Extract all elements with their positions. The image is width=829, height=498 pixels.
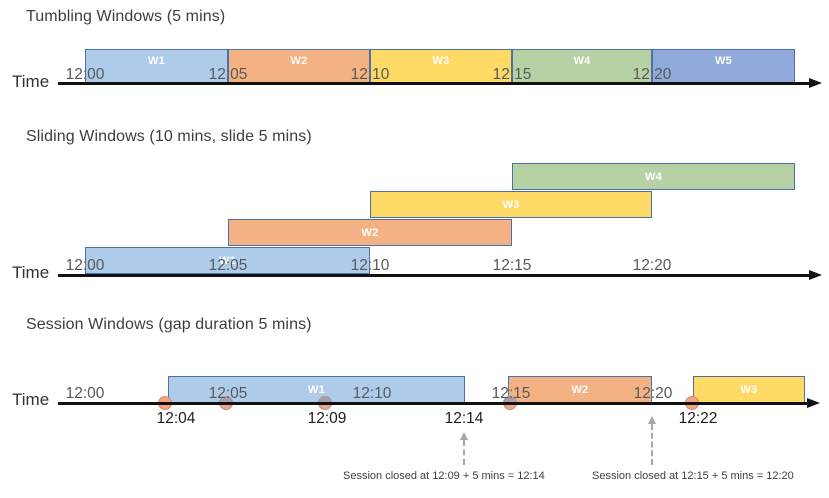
event-time-label-1204: 12:04 (156, 410, 196, 427)
sliding-window-w1: W1 (85, 247, 370, 274)
session-timeline (58, 402, 808, 405)
tumbling-tick-1215: 12:15 (492, 66, 532, 83)
arrow-head-icon (460, 432, 468, 440)
sliding-timeline-arrow-icon (809, 270, 822, 280)
event-time-label-1214: 12:14 (444, 410, 484, 427)
tumbling-window-w1: W1 (85, 49, 228, 83)
session-tick-1215: 12:15 (491, 385, 531, 402)
session-tick-1205: 12:05 (208, 385, 248, 402)
window-label: W3 (502, 198, 520, 211)
window-label: W1 (218, 254, 237, 267)
session-window-w3: W3 (693, 376, 805, 403)
sliding-tick-1210: 12:10 (350, 257, 390, 274)
window-label: W1 (307, 383, 326, 396)
tumbling-window-w3: W3 (370, 49, 512, 83)
window-label: W2 (290, 55, 308, 67)
session-closed-annotation-right: Session closed at 12:15 + 5 mins = 12:20 (592, 470, 794, 482)
tumbling-section-title: Tumbling Windows (5 mins) (26, 8, 226, 25)
tumbling-tick-1210: 12:10 (350, 66, 390, 83)
window-label: W5 (714, 55, 733, 67)
sliding-window-w2: W2 (228, 219, 512, 246)
tumbling-tick-1205: 12:05 (208, 66, 248, 83)
sliding-timeline (58, 274, 810, 277)
window-label: W4 (573, 55, 591, 67)
session-window-w2: W2 (508, 376, 652, 403)
tumbling-timeline (58, 82, 810, 85)
session-window-w1: W1 (168, 376, 465, 403)
session-time-axis-label: Time (12, 390, 50, 409)
tumbling-tick-1220: 12:20 (632, 66, 672, 83)
sliding-section-title: Sliding Windows (10 mins, slide 5 mins) (26, 128, 312, 145)
tumbling-timeline-arrow-icon (809, 78, 822, 88)
tumbling-window-w5: W5 (652, 49, 795, 83)
tumbling-time-axis-label: Time (12, 72, 50, 91)
window-label: W1 (147, 55, 166, 67)
window-label: W2 (361, 226, 379, 239)
sliding-tick-1215: 12:15 (492, 257, 532, 274)
sliding-tick-1220: 12:20 (632, 257, 672, 274)
window-label: W3 (432, 55, 450, 67)
sliding-window-w4: W4 (512, 163, 795, 190)
window-label: W2 (571, 383, 589, 396)
event-time-label-1209: 12:09 (307, 410, 347, 427)
event-time-label-1222: 12:22 (678, 410, 718, 427)
arrow-head-icon (648, 416, 656, 424)
sliding-window-w3: W3 (370, 191, 652, 218)
sliding-time-axis-label: Time (12, 263, 50, 282)
session-timeline-arrow-icon (807, 398, 820, 408)
window-label: W3 (740, 383, 758, 396)
session-closed-arrow-icon-left (460, 432, 468, 465)
session-tick-1210: 12:10 (352, 385, 392, 402)
session-tick-1200: 12:00 (65, 385, 105, 402)
sliding-tick-1200: 12:00 (65, 257, 105, 274)
tumbling-tick-1200: 12:00 (65, 66, 105, 83)
session-tick-1220: 12:20 (633, 385, 673, 402)
window-label: W4 (644, 170, 663, 183)
session-section-title: Session Windows (gap duration 5 mins) (26, 316, 312, 333)
session-closed-arrow-icon-right (648, 416, 656, 465)
session-closed-annotation-left: Session closed at 12:09 + 5 mins = 12:14 (343, 470, 545, 482)
sliding-tick-1205: 12:05 (208, 257, 248, 274)
